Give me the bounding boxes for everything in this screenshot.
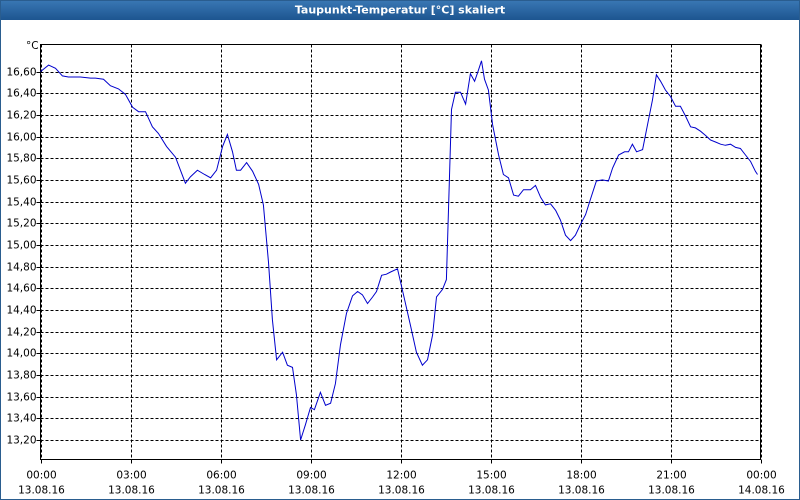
y-tick-label: 13,60	[6, 392, 36, 404]
x-tick-label: 15:00	[476, 470, 506, 482]
title-bar	[0, 0, 800, 20]
y-tick-label: 13,20	[6, 435, 36, 447]
y-tick-label: 14,40	[6, 305, 36, 317]
y-tick-label: 14,80	[6, 262, 36, 274]
y-unit: °C	[26, 40, 39, 52]
y-tick-label: 15,20	[6, 218, 36, 230]
x-tick-label: 00:00	[746, 470, 776, 482]
x-tick-label: 00:00	[26, 470, 56, 482]
x-tick-date: 13.08.16	[288, 485, 335, 497]
x-tick-date: 13.08.16	[468, 485, 515, 497]
y-tick-label: 15,60	[6, 175, 36, 187]
x-tick-date: 14.08.16	[738, 485, 785, 497]
x-tick-date: 13.08.16	[198, 485, 245, 497]
y-tick-label: 14,00	[6, 348, 36, 360]
y-tick-label: 15,80	[6, 153, 36, 165]
y-tick-label: 16,00	[6, 132, 36, 144]
x-tick-label: 03:00	[116, 470, 146, 482]
y-tick-label: 16,60	[6, 67, 36, 79]
y-tick-label: 16,40	[6, 88, 36, 100]
y-tick-label: 13,80	[6, 370, 36, 382]
plot-frame	[40, 44, 761, 460]
x-tick-label: 09:00	[296, 470, 326, 482]
x-tick-date: 13.08.16	[108, 485, 155, 497]
x-tick-label: 21:00	[656, 470, 686, 482]
y-tick-label: 15,00	[6, 240, 36, 252]
x-tick-date: 13.08.16	[378, 485, 425, 497]
x-tick-label: 18:00	[566, 470, 596, 482]
y-tick-label: 14,20	[6, 327, 36, 339]
y-tick-label: 14,60	[6, 283, 36, 295]
x-tick-date: 13.08.16	[558, 485, 605, 497]
x-tick-label: 06:00	[206, 470, 236, 482]
y-tick-label: 15,40	[6, 197, 36, 209]
line	[40, 60, 758, 441]
y-tick-label: 16,20	[6, 110, 36, 122]
x-tick-date: 13.08.16	[648, 485, 695, 497]
x-tick-date: 13.08.16	[18, 485, 65, 497]
y-tick-label: 13,40	[6, 413, 36, 425]
x-tick-label: 12:00	[386, 470, 416, 482]
chart-title: Taupunkt-Temperatur [°C] skaliert	[295, 4, 505, 17]
